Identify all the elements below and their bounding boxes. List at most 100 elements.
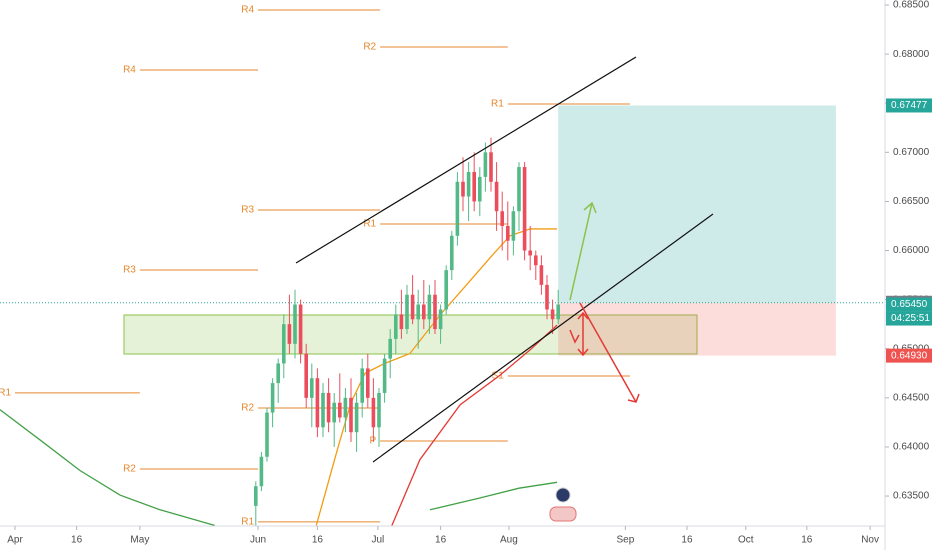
candle-body bbox=[254, 486, 258, 506]
countdown-bg bbox=[886, 311, 932, 326]
y-tick-label: 0.68500 bbox=[893, 0, 930, 11]
moving-average bbox=[391, 324, 558, 526]
price-label: 0.65450 bbox=[891, 299, 928, 310]
x-tick-label: May bbox=[130, 535, 149, 546]
x-tick-label: 16 bbox=[435, 535, 447, 546]
candle-body bbox=[483, 152, 488, 177]
event-icon[interactable] bbox=[555, 487, 571, 503]
candle-body bbox=[287, 324, 292, 344]
candle-body bbox=[477, 176, 482, 202]
candle-body bbox=[433, 294, 437, 330]
candle-body bbox=[522, 167, 527, 251]
candle-body bbox=[421, 304, 426, 320]
x-tick-label: 16 bbox=[801, 535, 813, 546]
candle-body bbox=[326, 392, 331, 423]
target-zone bbox=[558, 105, 836, 303]
price-label: 0.67477 bbox=[891, 100, 928, 111]
candle-body bbox=[298, 304, 303, 354]
candle-body bbox=[405, 294, 409, 330]
candle-body bbox=[282, 324, 286, 364]
candle-body bbox=[472, 171, 476, 202]
x-tick-label: 16 bbox=[312, 535, 324, 546]
pivot-label: R1 bbox=[241, 517, 254, 528]
candle-body bbox=[293, 304, 297, 344]
candle-body bbox=[365, 368, 370, 398]
candle-body bbox=[466, 171, 471, 197]
pivot-label: R3 bbox=[241, 205, 254, 216]
candle-body bbox=[332, 402, 336, 423]
candle-body bbox=[505, 225, 510, 241]
candle-body bbox=[393, 314, 398, 339]
y-tick-label: 0.64500 bbox=[893, 392, 930, 403]
candle-body bbox=[511, 211, 516, 241]
candle-body bbox=[494, 181, 499, 212]
y-tick-label: 0.64000 bbox=[893, 442, 930, 453]
x-tick-label: Nov bbox=[861, 535, 879, 546]
candle-body bbox=[388, 338, 392, 359]
stop-zone bbox=[558, 302, 836, 356]
x-tick-label: Jun bbox=[250, 535, 266, 546]
candle-body bbox=[449, 235, 454, 271]
pivot-label: R4 bbox=[241, 5, 254, 16]
candle-body bbox=[528, 250, 532, 256]
candle-body bbox=[321, 392, 325, 428]
y-tick-label: 0.66000 bbox=[893, 245, 930, 256]
price-label-bg bbox=[886, 98, 932, 113]
candle-body bbox=[517, 167, 521, 212]
candle-body bbox=[276, 363, 281, 384]
axes: 0.635000.640000.645000.650000.655000.660… bbox=[7, 0, 932, 546]
pivot-label: R2 bbox=[123, 464, 136, 475]
moving-average bbox=[0, 409, 558, 527]
candle-body bbox=[455, 181, 460, 236]
candle-body bbox=[550, 309, 555, 320]
candle-body bbox=[360, 368, 364, 403]
candle-body bbox=[533, 255, 538, 266]
arrow-up bbox=[569, 201, 597, 301]
pivot-label: R3 bbox=[123, 265, 136, 276]
candle-body bbox=[377, 392, 381, 428]
y-tick-label: 0.68000 bbox=[893, 49, 930, 60]
y-tick-label: 0.66500 bbox=[893, 196, 930, 207]
drawings bbox=[295, 56, 714, 522]
pivot-label: R4 bbox=[123, 65, 136, 76]
price-label-bg bbox=[886, 297, 932, 312]
candle-body bbox=[371, 397, 376, 428]
candle-body bbox=[354, 402, 359, 433]
candle-body bbox=[265, 412, 269, 457]
candle-body bbox=[315, 378, 320, 428]
countdown: 04:25:51 bbox=[891, 313, 930, 324]
candle-body bbox=[539, 265, 544, 285]
candle-body bbox=[309, 378, 314, 398]
x-tick-label: 16 bbox=[71, 535, 83, 546]
candle-body bbox=[399, 314, 404, 330]
candle-body bbox=[500, 211, 504, 226]
pivot-label: R1 bbox=[363, 219, 376, 230]
candle-body bbox=[427, 294, 432, 320]
candle-body bbox=[343, 397, 348, 418]
x-tick-label: Jul bbox=[371, 535, 384, 546]
candle-body bbox=[556, 304, 560, 320]
x-tick-label: Apr bbox=[7, 535, 23, 546]
pivot-label: R1 bbox=[491, 99, 504, 110]
candle-body bbox=[382, 358, 387, 393]
y-tick-label: 0.67000 bbox=[893, 147, 930, 158]
event-icon[interactable] bbox=[549, 506, 577, 522]
candle-body bbox=[545, 284, 549, 310]
arrow-range bbox=[577, 311, 589, 357]
y-tick-label: 0.63500 bbox=[893, 491, 930, 502]
price-label-bg bbox=[886, 348, 932, 363]
candle-body bbox=[349, 397, 353, 433]
pivot-label: R1 bbox=[0, 388, 11, 399]
price-label: 0.64930 bbox=[891, 350, 928, 361]
candle-body bbox=[444, 270, 448, 310]
candle-body bbox=[337, 402, 342, 418]
candle-body bbox=[489, 152, 493, 182]
x-tick-label: Sep bbox=[616, 535, 634, 546]
candle-body bbox=[259, 456, 264, 487]
x-tick-label: Oct bbox=[738, 535, 754, 546]
candle-body bbox=[416, 304, 420, 320]
candle-body bbox=[438, 309, 443, 330]
pivot-label: R2 bbox=[363, 42, 376, 53]
